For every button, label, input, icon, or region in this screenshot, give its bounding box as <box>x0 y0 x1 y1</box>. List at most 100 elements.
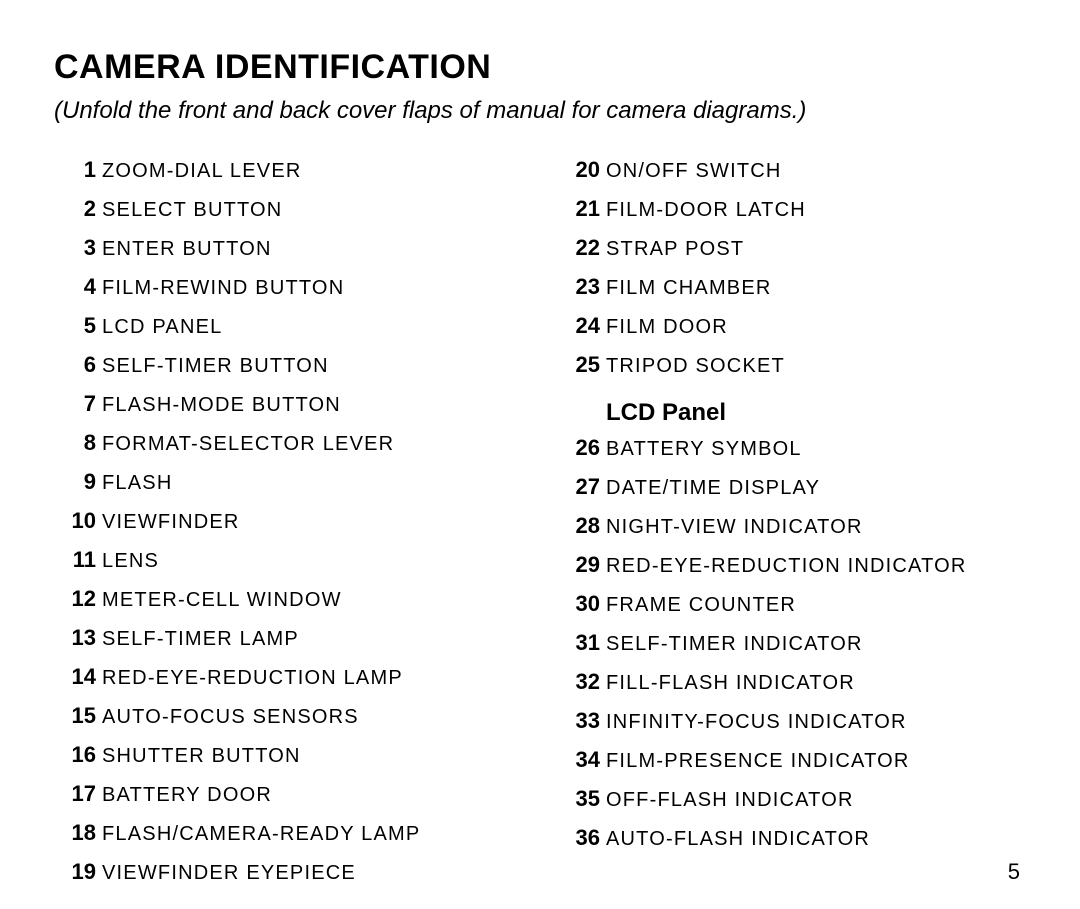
list-item: 5LCD PANEL <box>54 309 528 342</box>
item-label: FLASH <box>102 468 172 498</box>
item-number: 34 <box>558 743 600 776</box>
item-number: 14 <box>54 660 96 693</box>
item-label: ENTER BUTTON <box>102 234 272 264</box>
item-number: 5 <box>54 309 96 342</box>
item-number: 32 <box>558 665 600 698</box>
list-item: 13SELF-TIMER LAMP <box>54 621 528 654</box>
item-number: 25 <box>558 348 600 381</box>
item-label: FILL-FLASH INDICATOR <box>606 668 855 698</box>
item-label: SHUTTER BUTTON <box>102 741 301 771</box>
item-number: 26 <box>558 431 600 464</box>
item-label: SELF-TIMER LAMP <box>102 624 299 654</box>
list-item: 12METER-CELL WINDOW <box>54 582 528 615</box>
item-label: SELECT BUTTON <box>102 195 282 225</box>
list-item: 16SHUTTER BUTTON <box>54 738 528 771</box>
list-item: 20ON/OFF SWITCH <box>558 153 1032 186</box>
item-number: 16 <box>54 738 96 771</box>
list-item: 29RED-EYE-REDUCTION INDICATOR <box>558 548 1032 581</box>
item-label: SELF-TIMER BUTTON <box>102 351 329 381</box>
list-item: 36AUTO-FLASH INDICATOR <box>558 821 1032 854</box>
item-label: FILM-REWIND BUTTON <box>102 273 344 303</box>
item-number: 30 <box>558 587 600 620</box>
list-item: 14RED-EYE-REDUCTION LAMP <box>54 660 528 693</box>
item-number: 24 <box>558 309 600 342</box>
item-label: FLASH/CAMERA-READY LAMP <box>102 819 420 849</box>
list-item: 11LENS <box>54 543 528 576</box>
item-number: 18 <box>54 816 96 849</box>
list-item: 4FILM-REWIND BUTTON <box>54 270 528 303</box>
item-label: ZOOM-DIAL LEVER <box>102 156 302 186</box>
list-item: 32FILL-FLASH INDICATOR <box>558 665 1032 698</box>
page-title: CAMERA IDENTIFICATION <box>54 48 1032 87</box>
item-number: 31 <box>558 626 600 659</box>
page-subtitle: (Unfold the front and back cover flaps o… <box>54 97 1032 125</box>
item-label: BATTERY SYMBOL <box>606 434 802 464</box>
list-item: 28NIGHT-VIEW INDICATOR <box>558 509 1032 542</box>
item-number: 36 <box>558 821 600 854</box>
list-item: 31SELF-TIMER INDICATOR <box>558 626 1032 659</box>
item-label: FILM CHAMBER <box>606 273 772 303</box>
item-label: FILM-PRESENCE INDICATOR <box>606 746 910 776</box>
list-item: 22STRAP POST <box>558 231 1032 264</box>
item-number: 27 <box>558 470 600 503</box>
list-item: 34FILM-PRESENCE INDICATOR <box>558 743 1032 776</box>
item-label: AUTO-FLASH INDICATOR <box>606 824 870 854</box>
item-number: 35 <box>558 782 600 815</box>
list-item: 2SELECT BUTTON <box>54 192 528 225</box>
item-label: TRIPOD SOCKET <box>606 351 785 381</box>
item-number: 12 <box>54 582 96 615</box>
item-label: RED-EYE-REDUCTION INDICATOR <box>606 551 967 581</box>
columns-container: 1ZOOM-DIAL LEVER2SELECT BUTTON3ENTER BUT… <box>54 153 1032 894</box>
item-label: METER-CELL WINDOW <box>102 585 342 615</box>
item-label: LCD PANEL <box>102 312 222 342</box>
item-number: 22 <box>558 231 600 264</box>
item-number: 20 <box>558 153 600 186</box>
list-item: 15AUTO-FOCUS SENSORS <box>54 699 528 732</box>
list-item: 8FORMAT-SELECTOR LEVER <box>54 426 528 459</box>
item-label: AUTO-FOCUS SENSORS <box>102 702 359 732</box>
item-number: 15 <box>54 699 96 732</box>
item-label: FORMAT-SELECTOR LEVER <box>102 429 394 459</box>
item-number: 13 <box>54 621 96 654</box>
item-number: 17 <box>54 777 96 810</box>
item-number: 4 <box>54 270 96 303</box>
item-label: RED-EYE-REDUCTION LAMP <box>102 663 403 693</box>
item-label: SELF-TIMER INDICATOR <box>606 629 863 659</box>
list-item: 24FILM DOOR <box>558 309 1032 342</box>
item-number: 23 <box>558 270 600 303</box>
item-number: 7 <box>54 387 96 420</box>
list-item: 25TRIPOD SOCKET <box>558 348 1032 381</box>
list-item: 6SELF-TIMER BUTTON <box>54 348 528 381</box>
list-item: 1ZOOM-DIAL LEVER <box>54 153 528 186</box>
item-number: 2 <box>54 192 96 225</box>
list-item: 10VIEWFINDER <box>54 504 528 537</box>
item-number: 21 <box>558 192 600 225</box>
item-label: VIEWFINDER EYEPIECE <box>102 858 356 888</box>
item-number: 3 <box>54 231 96 264</box>
item-label: LENS <box>102 546 159 576</box>
item-label: ON/OFF SWITCH <box>606 156 782 186</box>
item-number: 19 <box>54 855 96 888</box>
item-number: 29 <box>558 548 600 581</box>
list-item: 7FLASH-MODE BUTTON <box>54 387 528 420</box>
right-column: 20ON/OFF SWITCH21FILM-DOOR LATCH22STRAP … <box>558 153 1032 894</box>
item-number: 9 <box>54 465 96 498</box>
item-number: 33 <box>558 704 600 737</box>
item-number: 10 <box>54 504 96 537</box>
item-label: FILM DOOR <box>606 312 728 342</box>
item-label: DATE/TIME DISPLAY <box>606 473 820 503</box>
list-item: 19VIEWFINDER EYEPIECE <box>54 855 528 888</box>
list-item: 9FLASH <box>54 465 528 498</box>
list-item: 18FLASH/CAMERA-READY LAMP <box>54 816 528 849</box>
lcd-panel-subheading: LCD Panel <box>606 399 1032 427</box>
list-item: 33INFINITY-FOCUS INDICATOR <box>558 704 1032 737</box>
list-item: 17BATTERY DOOR <box>54 777 528 810</box>
list-item: 27DATE/TIME DISPLAY <box>558 470 1032 503</box>
item-label: INFINITY-FOCUS INDICATOR <box>606 707 907 737</box>
list-item: 23FILM CHAMBER <box>558 270 1032 303</box>
item-label: BATTERY DOOR <box>102 780 272 810</box>
item-number: 8 <box>54 426 96 459</box>
item-number: 28 <box>558 509 600 542</box>
page-number: 5 <box>1008 859 1020 885</box>
item-label: FLASH-MODE BUTTON <box>102 390 341 420</box>
